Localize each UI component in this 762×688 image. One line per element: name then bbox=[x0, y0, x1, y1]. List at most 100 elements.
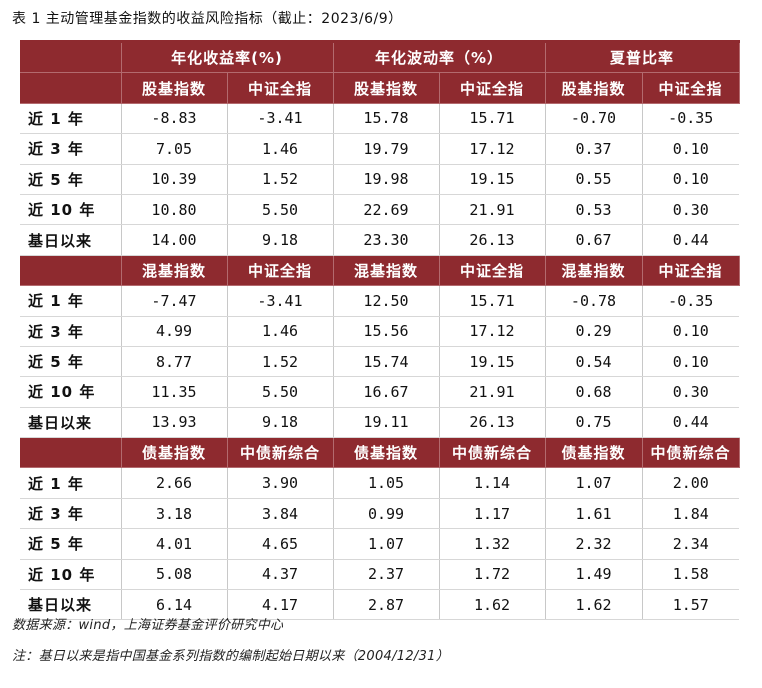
table-row: 近 5 年 10.39 1.52 19.98 19.15 0.55 0.10 bbox=[20, 164, 740, 195]
remark-note: 注：基日以来是指中国基金系列指数的编制起始日期以来（2004/12/31） bbox=[12, 649, 450, 664]
table-row: 近 1 年 2.66 3.90 1.05 1.14 1.07 2.00 bbox=[20, 467, 740, 499]
value-cell: 5.08 bbox=[121, 559, 228, 591]
table-caption: 表 1 主动管理基金指数的收益风险指标（截止：2023/6/9） bbox=[12, 11, 403, 27]
value-cell: 0.44 bbox=[642, 407, 740, 439]
value-cell: 2.34 bbox=[642, 528, 740, 560]
table-row: 基日以来 14.00 9.18 23.30 26.13 0.67 0.44 bbox=[20, 224, 740, 256]
value-cell: 17.12 bbox=[439, 133, 546, 165]
value-cell: 0.10 bbox=[642, 133, 740, 165]
row-label: 近 5 年 bbox=[20, 346, 122, 378]
value-cell: 1.52 bbox=[227, 346, 334, 378]
table-row: 近 1 年 -8.83 -3.41 15.78 15.71 -0.70 -0.35 bbox=[20, 103, 740, 135]
table-row: 基日以来 13.93 9.18 19.11 26.13 0.75 0.44 bbox=[20, 407, 740, 439]
value-cell: 3.90 bbox=[227, 467, 334, 499]
value-cell: 22.69 bbox=[333, 194, 440, 226]
value-cell: -0.78 bbox=[545, 285, 643, 317]
value-cell: 1.57 bbox=[642, 589, 740, 621]
column-header-cell: 债基指数 bbox=[545, 437, 643, 469]
row-label: 近 3 年 bbox=[20, 133, 122, 165]
value-cell: 5.50 bbox=[227, 194, 334, 226]
column-header-cell: 混基指数 bbox=[545, 255, 643, 287]
value-cell: 4.01 bbox=[121, 528, 228, 560]
group-header-cell: 年化波动率（%） bbox=[333, 39, 546, 74]
value-cell: 2.32 bbox=[545, 528, 643, 560]
column-header-row: 混基指数 中证全指 混基指数 中证全指 混基指数 中证全指 bbox=[20, 255, 740, 287]
value-cell: 1.46 bbox=[227, 316, 334, 347]
value-cell: 1.14 bbox=[439, 467, 546, 499]
value-cell: 19.15 bbox=[439, 164, 546, 195]
value-cell: 15.71 bbox=[439, 285, 546, 317]
value-cell: -0.70 bbox=[545, 103, 643, 135]
value-cell: -7.47 bbox=[121, 285, 228, 317]
column-header-cell: 中证全指 bbox=[439, 72, 546, 104]
value-cell: 21.91 bbox=[439, 194, 546, 226]
value-cell: 15.71 bbox=[439, 103, 546, 135]
value-cell: 0.10 bbox=[642, 346, 740, 378]
value-cell: 9.18 bbox=[227, 407, 334, 439]
value-cell: 0.10 bbox=[642, 164, 740, 195]
value-cell: 0.30 bbox=[642, 194, 740, 226]
value-cell: -3.41 bbox=[227, 103, 334, 135]
value-cell: 2.87 bbox=[333, 589, 440, 621]
row-label: 基日以来 bbox=[20, 589, 122, 621]
value-cell: 4.17 bbox=[227, 589, 334, 621]
value-cell: -0.35 bbox=[642, 285, 740, 317]
value-cell: 14.00 bbox=[121, 224, 228, 256]
value-cell: 7.05 bbox=[121, 133, 228, 165]
value-cell: 0.10 bbox=[642, 316, 740, 347]
value-cell: 3.18 bbox=[121, 498, 228, 530]
value-cell: 4.65 bbox=[227, 528, 334, 560]
value-cell: 8.77 bbox=[121, 346, 228, 378]
value-cell: 1.62 bbox=[439, 589, 546, 621]
value-cell: 0.44 bbox=[642, 224, 740, 256]
fund-index-table: 年化收益率(%) 年化波动率（%） 夏普比率 股基指数 中证全指 股基指数 中证全指 股基指数… bbox=[20, 39, 740, 621]
column-header-cell: 中证全指 bbox=[227, 255, 334, 287]
row-label: 近 3 年 bbox=[20, 316, 122, 347]
column-header-cell: 中证全指 bbox=[439, 255, 546, 287]
value-cell: -0.35 bbox=[642, 103, 740, 135]
row-label: 近 5 年 bbox=[20, 528, 122, 560]
row-label: 近 10 年 bbox=[20, 559, 122, 591]
header-corner-cell bbox=[20, 437, 122, 469]
value-cell: 1.07 bbox=[545, 467, 643, 499]
value-cell: 0.53 bbox=[545, 194, 643, 226]
table-row: 近 5 年 8.77 1.52 15.74 19.15 0.54 0.10 bbox=[20, 346, 740, 378]
column-header-cell: 混基指数 bbox=[333, 255, 440, 287]
value-cell: 0.68 bbox=[545, 376, 643, 408]
value-cell: 1.61 bbox=[545, 498, 643, 530]
column-header-cell: 债基指数 bbox=[121, 437, 228, 469]
value-cell: 13.93 bbox=[121, 407, 228, 439]
table-row: 近 5 年 4.01 4.65 1.07 1.32 2.32 2.34 bbox=[20, 528, 740, 560]
table-row: 近 3 年 4.99 1.46 15.56 17.12 0.29 0.10 bbox=[20, 316, 740, 347]
value-cell: 0.99 bbox=[333, 498, 440, 530]
value-cell: 17.12 bbox=[439, 316, 546, 347]
value-cell: 1.32 bbox=[439, 528, 546, 560]
value-cell: 0.75 bbox=[545, 407, 643, 439]
value-cell: 1.49 bbox=[545, 559, 643, 591]
table-row: 基日以来 6.14 4.17 2.87 1.62 1.62 1.57 bbox=[20, 589, 740, 621]
group-header-row: 年化收益率(%) 年化波动率（%） 夏普比率 bbox=[20, 39, 740, 74]
table-row: 近 3 年 3.18 3.84 0.99 1.17 1.61 1.84 bbox=[20, 498, 740, 530]
column-header-cell: 债基指数 bbox=[333, 437, 440, 469]
value-cell: 5.50 bbox=[227, 376, 334, 408]
value-cell: 1.72 bbox=[439, 559, 546, 591]
value-cell: 2.37 bbox=[333, 559, 440, 591]
column-header-cell: 中债新综合 bbox=[227, 437, 334, 469]
group-header-cell: 年化收益率(%) bbox=[121, 39, 334, 74]
value-cell: 15.56 bbox=[333, 316, 440, 347]
source-note: 数据来源：wind，上海证券基金评价研究中心 bbox=[12, 618, 284, 633]
value-cell: 10.39 bbox=[121, 164, 228, 195]
row-label: 近 10 年 bbox=[20, 194, 122, 226]
value-cell: 12.50 bbox=[333, 285, 440, 317]
value-cell: -8.83 bbox=[121, 103, 228, 135]
header-corner-cell bbox=[20, 39, 122, 74]
value-cell: 0.55 bbox=[545, 164, 643, 195]
value-cell: 19.11 bbox=[333, 407, 440, 439]
column-header-cell: 股基指数 bbox=[545, 72, 643, 104]
value-cell: 1.07 bbox=[333, 528, 440, 560]
table-row: 近 1 年 -7.47 -3.41 12.50 15.71 -0.78 -0.35 bbox=[20, 285, 740, 317]
column-header-cell: 中证全指 bbox=[642, 255, 740, 287]
column-header-cell: 中债新综合 bbox=[439, 437, 546, 469]
value-cell: 2.00 bbox=[642, 467, 740, 499]
value-cell: 2.66 bbox=[121, 467, 228, 499]
